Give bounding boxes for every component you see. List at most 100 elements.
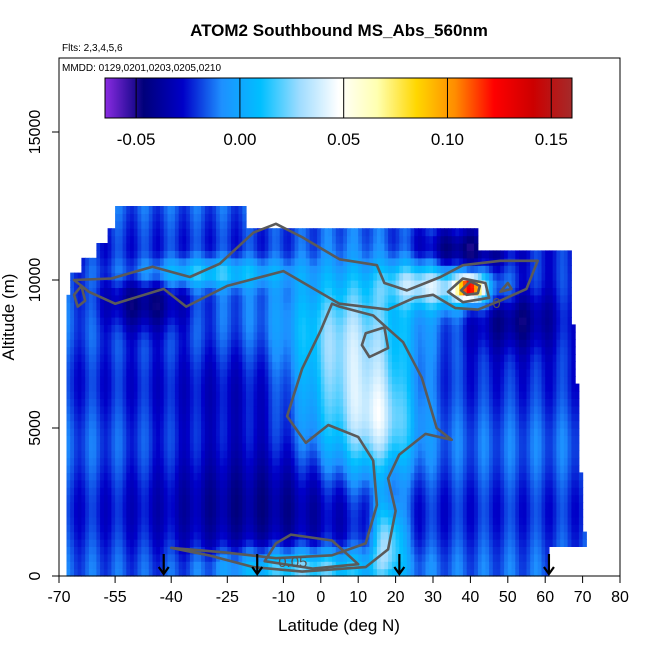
heatmap-cell (290, 346, 296, 355)
heatmap-cell (70, 553, 75, 562)
heatmap-cell (279, 413, 284, 422)
heatmap-cell (257, 265, 262, 274)
heatmap-cell (77, 420, 82, 429)
heatmap-cell (231, 206, 236, 214)
heatmap-cell (186, 339, 191, 348)
heatmap-cell (231, 494, 236, 503)
heatmap-cell (384, 531, 389, 540)
heatmap-cell (399, 309, 404, 318)
heatmap-cell (391, 553, 397, 562)
heatmap-cell (167, 280, 172, 288)
heatmap-cell (339, 420, 344, 429)
heatmap-cell (238, 302, 243, 311)
heatmap-cell (216, 509, 221, 518)
heatmap-cell (137, 272, 142, 281)
heatmap-cell (410, 302, 415, 311)
heatmap-cell (118, 428, 124, 436)
heatmap-cell (186, 531, 191, 540)
heatmap-cell (77, 561, 82, 570)
heatmap-cell (234, 309, 240, 318)
heatmap-cell (137, 339, 142, 348)
heatmap-cell (92, 398, 97, 407)
heatmap-cell (448, 228, 453, 237)
heatmap-cell (238, 250, 243, 259)
heatmap-cell (425, 435, 430, 444)
heatmap-cell (193, 346, 198, 355)
heatmap-cell (133, 206, 139, 214)
heatmap-cell (395, 287, 400, 296)
heatmap-cell (257, 435, 262, 444)
heatmap-cell (160, 324, 165, 333)
heatmap-cell (193, 420, 198, 429)
heatmap-cell (403, 450, 408, 459)
heatmap-cell (433, 450, 438, 459)
heatmap-cell (212, 294, 217, 303)
heatmap-cell (197, 302, 202, 311)
heatmap-cell (81, 516, 86, 525)
heatmap-cell (141, 405, 146, 414)
heatmap-cell (320, 494, 326, 503)
heatmap-cell (451, 361, 456, 370)
heatmap-cell (317, 472, 322, 481)
heatmap-cell (238, 531, 243, 540)
heatmap-cell (111, 487, 116, 496)
heatmap-cell (249, 228, 254, 237)
heatmap-cell (287, 309, 292, 318)
heatmap-cell (133, 457, 139, 466)
heatmap-cell (219, 302, 225, 311)
heatmap-cell (414, 265, 419, 274)
heatmap-cell (234, 294, 240, 303)
heatmap-cell (178, 516, 183, 525)
heatmap-cell (440, 309, 445, 318)
heatmap-cell (227, 442, 232, 451)
heatmap-cell (145, 302, 150, 311)
heatmap-cell (182, 479, 187, 488)
heatmap-cell (246, 413, 251, 422)
heatmap-cell (186, 398, 191, 407)
heatmap-cell (145, 206, 150, 214)
heatmap-cell (350, 272, 355, 281)
heatmap-cell (231, 302, 236, 311)
heatmap-cell (328, 465, 333, 473)
heatmap-cell (440, 457, 445, 466)
heatmap-cell (294, 479, 299, 488)
heatmap-cell (350, 428, 355, 436)
heatmap-cell (212, 302, 217, 311)
heatmap-cell (103, 546, 109, 555)
heatmap-cell (335, 265, 341, 274)
heatmap-cell (186, 228, 191, 237)
heatmap-cell (305, 457, 311, 466)
heatmap-cell (193, 228, 198, 237)
heatmap-cell (429, 398, 434, 407)
heatmap-cell (174, 398, 180, 407)
heatmap-cell (111, 531, 116, 540)
heatmap-cell (298, 317, 303, 325)
heatmap-cell (268, 561, 273, 570)
heatmap-cell (257, 546, 262, 555)
heatmap-cell (246, 235, 251, 244)
heatmap-cell (283, 250, 288, 259)
heatmap-cell (406, 546, 412, 555)
heatmap-cell (347, 405, 352, 414)
heatmap-cell (373, 435, 378, 444)
heatmap-cell (272, 405, 277, 414)
heatmap-cell (257, 457, 262, 466)
heatmap-cell (433, 516, 438, 525)
heatmap-cell (354, 324, 359, 333)
heatmap-cell (70, 457, 75, 466)
heatmap-cell (216, 361, 221, 370)
heatmap-cell (376, 516, 382, 525)
heatmap-cell (339, 487, 344, 496)
heatmap-cell (275, 317, 281, 325)
heatmap-cell (111, 228, 116, 237)
heatmap-cell (406, 398, 412, 407)
heatmap-cell (347, 265, 352, 274)
heatmap-cell (332, 479, 337, 488)
heatmap-cell (234, 405, 240, 414)
heatmap-cell (369, 450, 374, 459)
heatmap-cell (118, 228, 124, 237)
heatmap-cell (234, 546, 240, 555)
heatmap-cell (145, 368, 150, 377)
heatmap-cell (70, 442, 75, 451)
heatmap-cell (174, 220, 180, 229)
